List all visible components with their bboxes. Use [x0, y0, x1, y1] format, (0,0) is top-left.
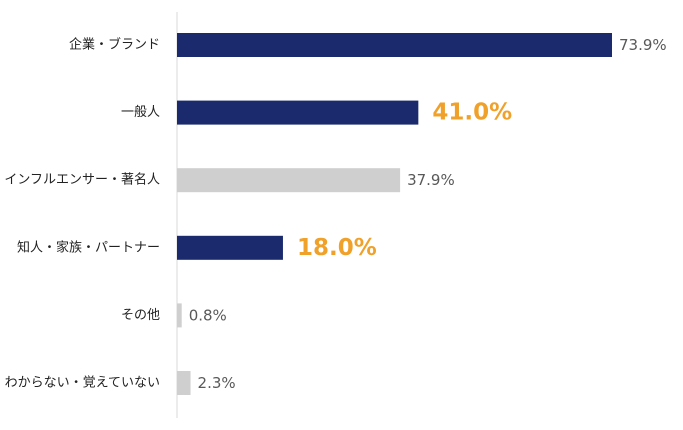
category-label: 一般人	[121, 104, 160, 120]
category-label: 企業・ブランド	[69, 37, 160, 53]
bar	[177, 303, 182, 328]
value-label: 41.0%	[432, 100, 512, 126]
bar	[177, 33, 612, 57]
category-label: わからない・覚えていない	[5, 376, 160, 391]
category-label: 知人・家族・パートナー	[17, 239, 160, 255]
value-label: 18.0%	[297, 235, 377, 261]
category-label: インフルエンサー・著名人	[4, 172, 160, 188]
value-label: 2.3%	[198, 374, 236, 392]
value-label: 73.9%	[619, 36, 667, 54]
value-label: 37.9%	[407, 171, 455, 189]
bar	[177, 168, 401, 193]
bar	[177, 235, 283, 260]
bar	[177, 100, 419, 125]
value-label: 0.8%	[189, 306, 227, 324]
bar	[177, 371, 191, 395]
category-label: その他	[121, 308, 160, 323]
